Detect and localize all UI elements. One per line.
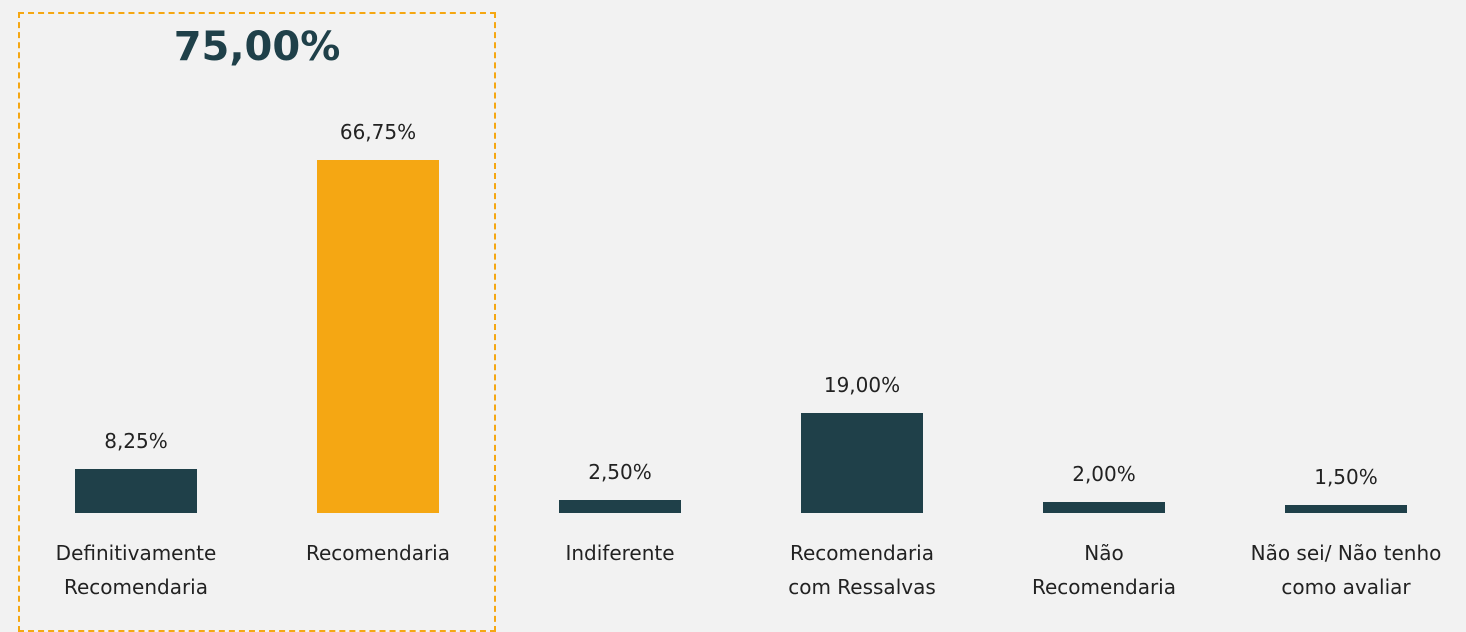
- category-label: Não Recomendaria: [1032, 541, 1176, 599]
- bar: [559, 499, 681, 513]
- category-label: Indiferente: [565, 541, 675, 565]
- highlight-total: 75,00%: [173, 24, 341, 70]
- bar: [75, 469, 197, 513]
- category-label: Não sei/ Não tenho como avaliar: [1250, 541, 1442, 599]
- bar: [317, 160, 439, 513]
- value-label: 1,50%: [1314, 465, 1378, 490]
- bar: [801, 412, 923, 513]
- category-label: Definitivamente Recomendaria: [55, 541, 217, 599]
- category-label: Recomendaria com Ressalvas: [788, 541, 936, 599]
- value-label: 2,50%: [588, 459, 652, 484]
- value-label: 8,25%: [104, 429, 168, 454]
- value-label: 2,00%: [1072, 462, 1136, 487]
- chart: 75,00% 8,25% Definitivamente Recomendaria…: [18, 12, 1442, 632]
- bar: [1043, 502, 1165, 513]
- value-label: 19,00%: [823, 372, 901, 397]
- category-label: Recomendaria: [306, 541, 450, 565]
- value-label: 66,75%: [339, 120, 417, 144]
- bar: [1285, 505, 1407, 513]
